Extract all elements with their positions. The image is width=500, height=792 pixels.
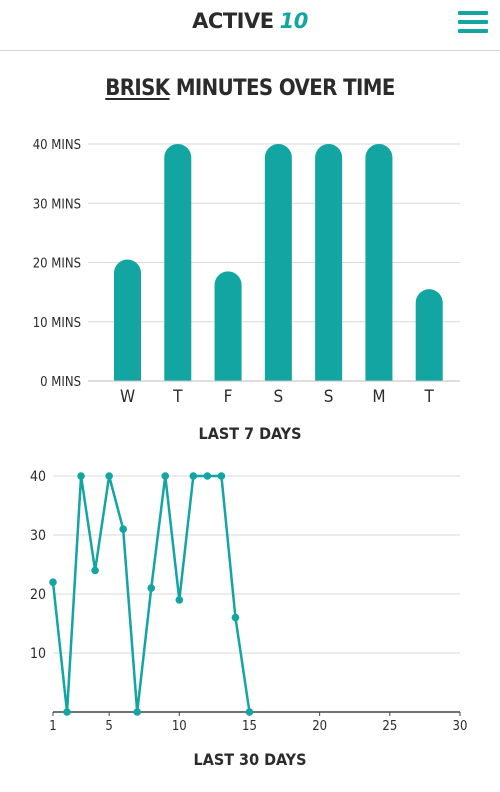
- x-tick-label: 20: [312, 719, 327, 734]
- data-point: [203, 472, 212, 480]
- data-point: [245, 708, 254, 716]
- data-point: [147, 584, 156, 592]
- hamburger-menu-icon[interactable]: [458, 11, 488, 35]
- data-point: [49, 578, 57, 586]
- page-title-rest: MINUTES OVER TIME: [175, 76, 396, 101]
- y-tick-label: 40 MINS: [33, 138, 81, 153]
- x-tick-label: W: [120, 387, 135, 407]
- bar: [415, 289, 443, 381]
- page-title-highlight: BRISK: [105, 76, 170, 101]
- page-title: BRISK MINUTES OVER TIME: [0, 76, 500, 101]
- chart-title: LAST 7 DAYS: [199, 424, 302, 443]
- bar: [164, 144, 192, 381]
- x-tick-label: 15: [242, 719, 257, 734]
- brand-number: 10: [279, 9, 309, 33]
- y-tick-label: 0 MINS: [40, 375, 81, 390]
- x-tick-label: 30: [453, 719, 468, 734]
- chart-title: LAST 30 DAYS: [194, 750, 307, 769]
- bar: [114, 259, 141, 381]
- bar: [214, 271, 242, 381]
- x-tick-label: 25: [382, 719, 397, 734]
- bar: [365, 144, 393, 381]
- bar-chart-last-7-days: 0 MINS 10 MINS 20 MINS 30 MINS 40 MINS W T F S S M…: [33, 138, 460, 443]
- y-tick-label: 10: [30, 646, 46, 662]
- bar: [264, 144, 292, 381]
- x-tick-label: S: [324, 387, 334, 407]
- app-logo: ACTIVE 10: [0, 9, 500, 33]
- data-point: [119, 525, 127, 533]
- top-bar: ACTIVE 10: [0, 0, 500, 51]
- data-point: [105, 472, 113, 480]
- data-point: [189, 472, 198, 480]
- y-tick-label: 10 MINS: [33, 316, 81, 331]
- y-tick-label: 30 MINS: [33, 197, 81, 212]
- data-point: [133, 708, 142, 716]
- data-point: [161, 472, 170, 480]
- data-point: [63, 708, 71, 716]
- x-tick-label: 1: [49, 719, 56, 734]
- x-tick-label: T: [172, 387, 183, 407]
- x-tick-label: T: [424, 387, 435, 407]
- y-tick-label: 40: [30, 469, 46, 485]
- x-tick-label: F: [224, 387, 233, 407]
- data-point: [217, 472, 226, 480]
- y-tick-label: 30: [30, 528, 46, 544]
- y-tick-label: 20: [30, 587, 46, 603]
- x-tick-label: M: [372, 387, 385, 407]
- y-tick-label: 20 MINS: [33, 257, 81, 272]
- data-point: [175, 596, 184, 604]
- brand-text: ACTIVE: [192, 9, 274, 33]
- bar: [315, 144, 343, 381]
- x-tick-label: 10: [172, 719, 187, 734]
- data-point: [77, 472, 85, 480]
- data-point: [231, 613, 240, 622]
- data-point: [91, 566, 99, 575]
- x-tick-label: S: [273, 387, 283, 407]
- x-tick-label: 5: [105, 719, 112, 734]
